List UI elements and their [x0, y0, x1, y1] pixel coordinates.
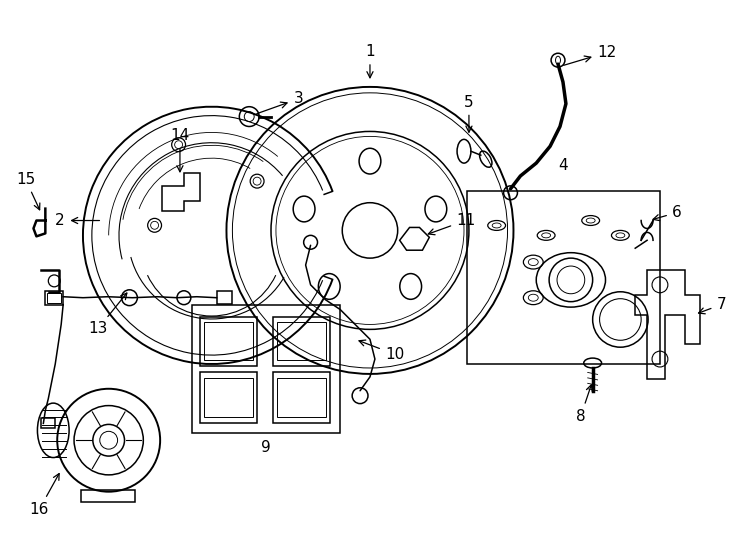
Text: 1: 1 — [365, 44, 375, 78]
Text: 7: 7 — [699, 297, 726, 314]
Bar — [192, 305, 341, 433]
Text: 3: 3 — [257, 91, 304, 114]
Text: 8: 8 — [576, 385, 592, 423]
Text: 9: 9 — [261, 440, 271, 455]
Bar — [273, 316, 330, 366]
Text: 12: 12 — [564, 45, 617, 65]
Bar — [277, 378, 327, 417]
Bar — [47, 293, 61, 302]
Bar — [200, 316, 257, 366]
Text: 2: 2 — [55, 213, 100, 228]
Text: 6: 6 — [653, 205, 682, 221]
Bar — [200, 372, 257, 423]
Text: 16: 16 — [29, 474, 59, 517]
Bar — [277, 322, 327, 360]
Bar — [81, 490, 135, 502]
Bar — [204, 322, 253, 360]
Text: 13: 13 — [88, 293, 127, 336]
Bar — [41, 418, 55, 428]
Bar — [467, 191, 660, 364]
Text: 15: 15 — [16, 172, 40, 210]
Text: 14: 14 — [170, 129, 189, 172]
Text: 4: 4 — [559, 158, 568, 173]
Bar — [204, 378, 253, 417]
Text: 11: 11 — [429, 213, 476, 235]
Bar — [217, 291, 233, 303]
Bar — [273, 372, 330, 423]
Bar — [46, 291, 63, 305]
Text: 10: 10 — [359, 340, 404, 362]
Text: 5: 5 — [464, 94, 473, 132]
